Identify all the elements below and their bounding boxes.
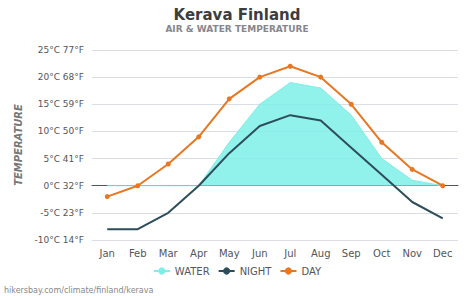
svg-text:NIGHT: NIGHT [240,266,273,277]
svg-text:25°C 77°F: 25°C 77°F [38,45,84,55]
svg-text:Nov: Nov [402,248,422,259]
svg-text:15°C 59°F: 15°C 59°F [38,99,84,109]
svg-text:Aug: Aug [311,248,331,259]
svg-text:10°C 50°F: 10°C 50°F [38,126,84,136]
svg-text:Apr: Apr [190,248,208,259]
svg-text:Mar: Mar [159,248,179,259]
svg-text:WATER: WATER [175,266,210,277]
svg-text:AIR & WATER TEMPERATURE: AIR & WATER TEMPERATURE [165,24,308,34]
svg-text:hikersbay.com/climate/finland/: hikersbay.com/climate/finland/kerava [4,286,153,295]
svg-text:DAY: DAY [301,266,322,277]
svg-text:Jan: Jan [99,248,115,259]
svg-text:Feb: Feb [129,248,147,259]
svg-text:Kerava Finland: Kerava Finland [174,6,301,24]
svg-text:Jun: Jun [251,248,268,259]
svg-text:0°C 32°F: 0°C 32°F [44,181,85,191]
svg-text:TEMPERATURE: TEMPERATURE [13,104,24,186]
svg-text:-5°C 23°F: -5°C 23°F [40,208,84,218]
svg-text:5°C 41°F: 5°C 41°F [44,154,85,164]
svg-text:-10°C 14°F: -10°C 14°F [35,235,84,245]
svg-text:20°C 68°F: 20°C 68°F [38,72,84,82]
svg-text:Dec: Dec [433,248,452,259]
svg-text:Sep: Sep [342,248,361,259]
svg-text:May: May [219,248,240,259]
svg-text:Jul: Jul [283,248,296,259]
svg-text:Oct: Oct [373,248,390,259]
